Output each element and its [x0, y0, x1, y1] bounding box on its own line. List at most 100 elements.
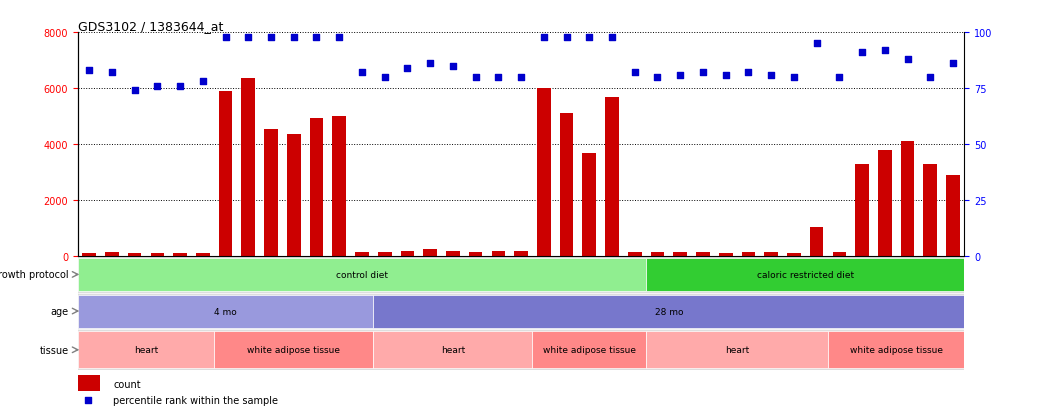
Point	[218, 34, 234, 41]
FancyBboxPatch shape	[828, 332, 964, 368]
Bar	[560, 114, 573, 256]
FancyBboxPatch shape	[78, 295, 373, 328]
Bar	[696, 253, 709, 256]
Bar	[469, 252, 482, 256]
Text: tissue: tissue	[39, 345, 68, 355]
FancyBboxPatch shape	[78, 258, 646, 291]
Bar	[878, 150, 892, 256]
Bar	[901, 142, 915, 256]
Point	[512, 74, 529, 81]
Point	[240, 34, 256, 41]
FancyBboxPatch shape	[78, 332, 215, 368]
Bar	[242, 79, 255, 256]
Text: heart: heart	[441, 345, 465, 354]
Point	[262, 34, 279, 41]
Point	[376, 74, 393, 81]
Point	[558, 34, 574, 41]
Bar	[105, 253, 118, 256]
Bar	[128, 253, 141, 256]
Text: white adipose tissue: white adipose tissue	[247, 345, 340, 354]
Point	[80, 396, 96, 403]
Point	[786, 74, 803, 81]
Text: 4 mo: 4 mo	[215, 307, 236, 316]
Text: control diet: control diet	[336, 270, 388, 279]
Bar	[924, 164, 937, 256]
Point	[695, 70, 711, 76]
Text: percentile rank within the sample: percentile rank within the sample	[113, 394, 278, 405]
Bar	[423, 249, 437, 256]
Text: 28 mo: 28 mo	[654, 307, 683, 316]
Point	[399, 66, 416, 72]
Point	[740, 70, 757, 76]
Point	[763, 72, 780, 79]
Point	[422, 61, 439, 68]
Point	[195, 79, 212, 85]
Point	[445, 63, 461, 70]
Point	[149, 83, 166, 90]
Text: heart: heart	[725, 345, 749, 354]
Bar	[810, 227, 823, 256]
Point	[354, 70, 370, 76]
Point	[104, 70, 120, 76]
Point	[331, 34, 347, 41]
Bar	[514, 251, 528, 256]
Bar	[492, 252, 505, 256]
Point	[899, 57, 916, 63]
Bar	[719, 253, 732, 256]
Bar	[355, 252, 369, 256]
Point	[535, 34, 552, 41]
Point	[581, 34, 597, 41]
FancyBboxPatch shape	[215, 332, 373, 368]
FancyBboxPatch shape	[532, 332, 646, 368]
Bar	[741, 253, 755, 256]
Bar	[78, 375, 100, 391]
Point	[809, 41, 825, 47]
Text: count: count	[113, 379, 141, 389]
Point	[172, 83, 189, 90]
Bar	[82, 253, 96, 256]
Bar	[310, 118, 324, 256]
Bar	[333, 117, 346, 256]
Point	[468, 74, 484, 81]
Text: GDS3102 / 1383644_at: GDS3102 / 1383644_at	[78, 20, 223, 33]
Text: age: age	[51, 306, 68, 316]
Point	[604, 34, 620, 41]
Bar	[400, 251, 414, 256]
FancyBboxPatch shape	[646, 332, 828, 368]
Bar	[606, 97, 619, 256]
Bar	[219, 92, 232, 256]
Bar	[150, 254, 164, 256]
Point	[81, 68, 97, 74]
Bar	[673, 253, 688, 256]
Point	[672, 72, 689, 79]
Bar	[833, 252, 846, 256]
Point	[308, 34, 325, 41]
Text: caloric restricted diet: caloric restricted diet	[757, 270, 853, 279]
Point	[649, 74, 666, 81]
Point	[853, 50, 870, 57]
Bar	[764, 253, 778, 256]
Point	[831, 74, 847, 81]
Bar	[537, 89, 551, 256]
Point	[876, 47, 893, 54]
Text: white adipose tissue: white adipose tissue	[542, 345, 636, 354]
Bar	[446, 251, 459, 256]
Bar	[650, 253, 665, 256]
Text: white adipose tissue: white adipose tissue	[849, 345, 943, 354]
Point	[945, 61, 961, 68]
Bar	[946, 176, 960, 256]
Text: growth protocol: growth protocol	[0, 270, 68, 280]
Bar	[628, 252, 642, 256]
Point	[127, 88, 143, 95]
Bar	[787, 253, 801, 256]
Bar	[173, 253, 187, 256]
Point	[922, 74, 938, 81]
Point	[626, 70, 643, 76]
Text: heart: heart	[134, 345, 158, 354]
Bar	[264, 129, 278, 256]
Bar	[377, 252, 392, 256]
Point	[718, 72, 734, 79]
Point	[285, 34, 302, 41]
Bar	[856, 164, 869, 256]
Bar	[287, 135, 301, 256]
